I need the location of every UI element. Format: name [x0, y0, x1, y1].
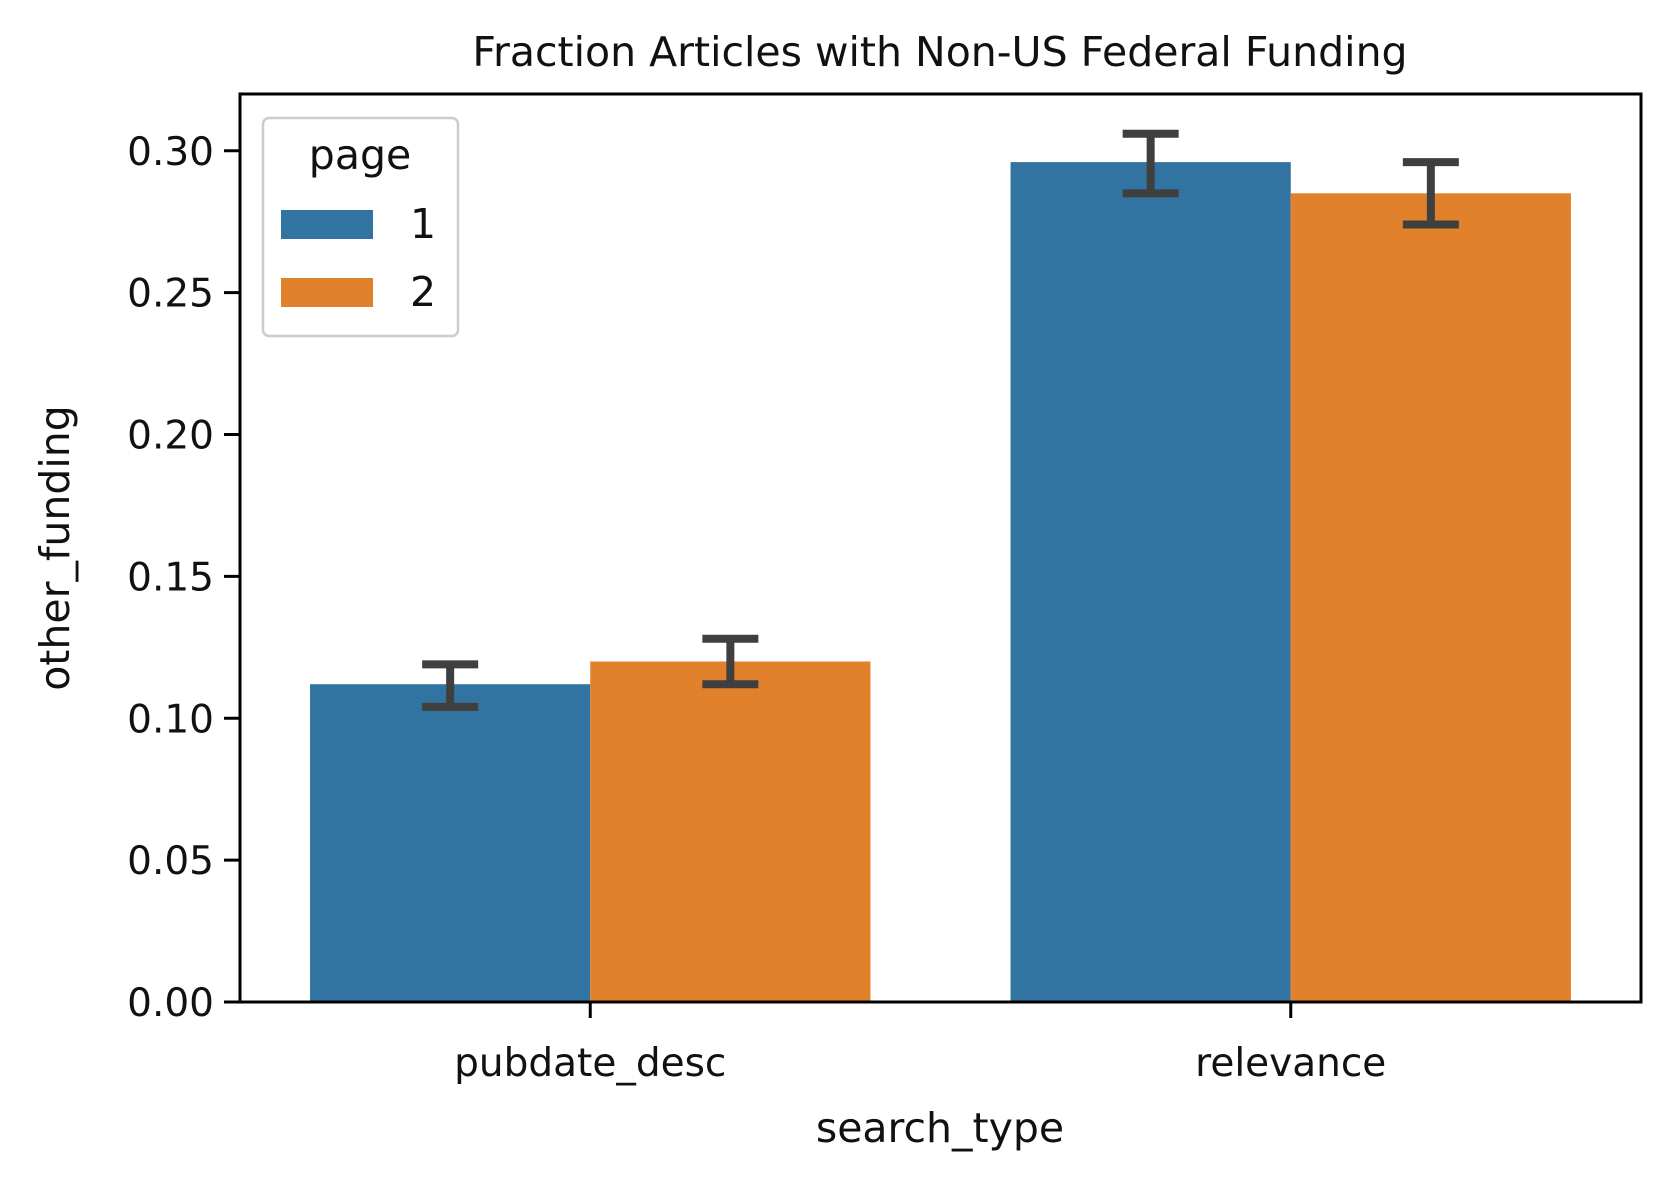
bars-layer [310, 162, 1571, 1003]
x-axis-label: search_type [816, 1104, 1064, 1152]
plot-frame [238, 92, 1643, 1004]
x-tick-label-pubdate_desc: pubdate_desc [454, 1041, 726, 1086]
legend-title: page [309, 131, 411, 179]
y-axis: 0.00 0.05 0.10 0.15 0.20 0.25 0.30 [127, 130, 240, 1026]
legend-swatch-page-1 [281, 210, 373, 239]
x-axis: pubdate_desc relevance [454, 1002, 1386, 1086]
y-axis-label: other_funding [31, 405, 79, 691]
bar-pubdate_desc-page-1 [310, 684, 591, 1002]
errorbar-pubdate_desc-page-2 [702, 634, 759, 689]
errorbar-relevance-page-2 [1402, 158, 1459, 229]
errorbar-pubdate_desc-page-1 [422, 660, 479, 711]
y-tick-label: 0.20 [127, 414, 214, 459]
y-tick-label: 0.05 [127, 839, 214, 884]
chart-title: Fraction Articles with Non-US Federal Fu… [472, 28, 1407, 76]
errorbars-layer [422, 129, 1459, 711]
bar-pubdate_desc-page-2 [590, 661, 871, 1002]
legend: page 1 2 [261, 116, 460, 338]
y-tick-label: 0.15 [127, 555, 214, 600]
y-tick-label: 0.25 [127, 272, 214, 317]
y-tick-label: 0.00 [127, 981, 214, 1026]
legend-label-page-2: 2 [410, 268, 436, 316]
legend-swatch-page-2 [281, 278, 373, 307]
y-tick-label: 0.10 [127, 697, 214, 742]
bar-relevance-page-2 [1290, 193, 1571, 1002]
x-tick-label-relevance: relevance [1195, 1041, 1386, 1086]
errorbar-relevance-page-1 [1122, 129, 1179, 198]
y-tick-label: 0.30 [127, 130, 214, 175]
legend-label-page-1: 1 [410, 200, 436, 248]
bar-relevance-page-1 [1010, 162, 1291, 1003]
